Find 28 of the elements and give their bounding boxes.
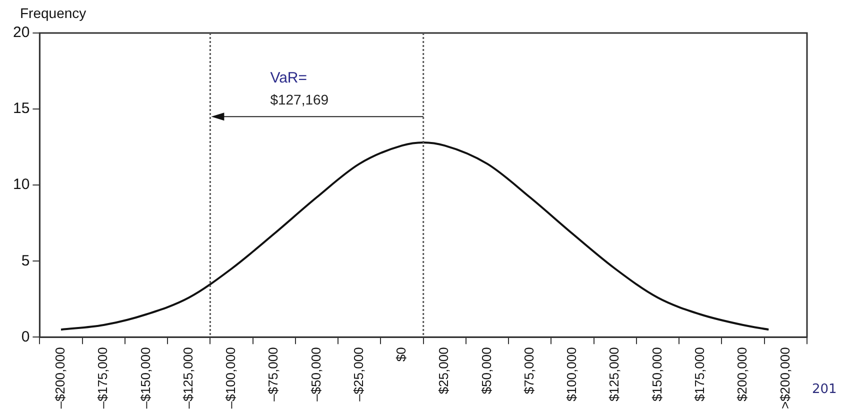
y-tick-label: 5 [21, 252, 30, 270]
x-tick-label: $25,000 [436, 347, 452, 394]
x-tick-label: $50,000 [478, 347, 494, 394]
x-tick-label: –$75,000 [266, 347, 281, 402]
text: 201 [812, 382, 837, 397]
annotation: VaR= [270, 70, 308, 87]
y-tick-label: 0 [21, 328, 30, 346]
y-tick-label: 10 [12, 176, 30, 194]
y-tick-label: 20 [12, 24, 30, 42]
x-tick-label: $150,000 [649, 347, 664, 402]
x-tick-label: –$25,000 [350, 347, 366, 402]
x-tick-label: –$200,000 [52, 347, 68, 409]
x-tick-label: $100,000 [564, 347, 580, 402]
annotation: $127,169 [270, 92, 329, 108]
y-tick-label: 15 [12, 100, 30, 118]
x-tick-label: >$200,000 [777, 347, 792, 410]
x-tick-label: –$175,000 [95, 347, 110, 409]
x-tick-label: –$150,000 [138, 347, 153, 409]
line-series [60, 142, 770, 331]
x-tick-label: $75,000 [521, 347, 536, 394]
x-tick-label: $0 [394, 347, 409, 362]
x-tick-label: –$100,000 [223, 347, 238, 409]
x-tick-label: $200,000 [734, 347, 750, 402]
x-tick-label: –$125,000 [180, 347, 196, 409]
y-axis-title: Frequency [20, 5, 86, 21]
x-tick-label: $125,000 [606, 347, 622, 402]
x-tick-label: $175,000 [692, 347, 708, 402]
x-tick-label: –$50,000 [308, 347, 324, 402]
